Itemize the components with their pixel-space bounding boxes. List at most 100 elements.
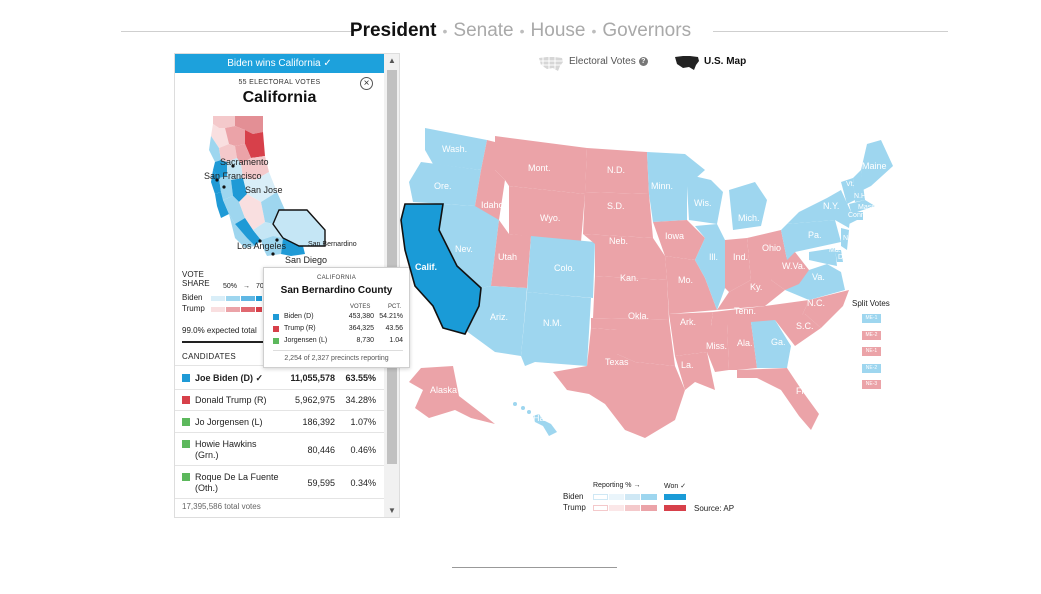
state-wis[interactable]	[685, 174, 723, 224]
county-shape[interactable]	[225, 126, 245, 146]
state-sd[interactable]	[583, 192, 653, 238]
state-vt[interactable]	[841, 178, 855, 204]
state-iowa[interactable]	[653, 220, 705, 260]
state-ri[interactable]	[857, 212, 863, 220]
county-shape[interactable]	[243, 172, 277, 202]
state-label-neb: Neb.	[609, 236, 629, 246]
state-mich[interactable]	[729, 182, 767, 230]
state-wva[interactable]	[771, 252, 809, 290]
hawaii-island[interactable]	[513, 402, 517, 406]
state-la[interactable]	[675, 352, 715, 390]
state-label-ark: Ark.	[680, 317, 697, 327]
state-mont[interactable]	[495, 136, 587, 194]
state-fla[interactable]	[737, 368, 819, 430]
state-nc[interactable]	[801, 290, 849, 328]
split-vote-box[interactable]: NE-3	[862, 380, 881, 389]
county-shape[interactable]	[223, 196, 245, 224]
state-ore[interactable]	[409, 162, 481, 206]
selected-county-san-bernardino[interactable]	[272, 209, 326, 247]
county-shape[interactable]	[235, 218, 261, 246]
state-utah[interactable]	[491, 220, 531, 288]
state-pa[interactable]	[781, 220, 841, 260]
state-ariz[interactable]	[465, 286, 527, 356]
county-shape[interactable]	[239, 194, 265, 230]
scroll-down-arrow-icon[interactable]: ▼	[388, 506, 396, 515]
state-kan[interactable]	[593, 276, 669, 320]
state-ala[interactable]	[727, 322, 757, 370]
county-shape[interactable]	[219, 144, 237, 162]
tooltip-votes: 453,380	[348, 313, 374, 320]
state-mo[interactable]	[665, 256, 717, 314]
state-wash[interactable]	[425, 128, 487, 170]
county-shape[interactable]	[235, 116, 263, 134]
county-shape[interactable]	[213, 116, 235, 128]
state-ny[interactable]	[787, 190, 851, 228]
split-vote-box[interactable]: ME-2	[862, 331, 881, 340]
total-votes: 17,395,586 total votes	[182, 502, 261, 511]
state-nev[interactable]	[439, 204, 499, 288]
state-neb[interactable]	[583, 234, 667, 280]
state-ill[interactable]	[695, 224, 725, 310]
state-wyo[interactable]	[509, 186, 585, 242]
county-shape[interactable]	[241, 156, 269, 180]
electoral-votes-map-icon[interactable]	[538, 55, 565, 73]
state-texas[interactable]	[553, 328, 685, 438]
state-ky[interactable]	[717, 280, 785, 310]
county-shape[interactable]	[213, 160, 227, 178]
state-minn[interactable]	[647, 152, 705, 222]
close-icon[interactable]: ×	[360, 77, 373, 90]
state-calif-selected[interactable]	[400, 203, 482, 335]
candidate-votes: 186,392	[302, 417, 335, 427]
state-alaska[interactable]	[409, 366, 495, 424]
state-nj[interactable]	[841, 228, 849, 250]
legend-biden-won	[664, 494, 686, 500]
us-map-icon[interactable]	[674, 54, 701, 72]
tab-president[interactable]: President	[349, 20, 437, 41]
state-mass[interactable]	[849, 200, 875, 212]
county-shape[interactable]	[253, 222, 273, 240]
state-md[interactable]	[809, 248, 837, 266]
state-sc[interactable]	[775, 314, 821, 346]
county-shape[interactable]	[227, 158, 243, 180]
county-shape[interactable]	[211, 124, 229, 148]
county-shape[interactable]	[245, 130, 265, 158]
state-label-vt: Vt.	[846, 181, 855, 188]
us-map-toggle[interactable]: U.S. Map	[704, 56, 747, 67]
split-vote-box[interactable]: NE-2	[862, 364, 881, 373]
county-shape[interactable]	[215, 192, 229, 218]
state-tenn[interactable]	[711, 300, 809, 326]
state-va[interactable]	[785, 264, 845, 300]
state-label-maine: Maine	[862, 161, 887, 171]
county-shape[interactable]	[211, 170, 221, 194]
tab-senate[interactable]: Senate	[453, 20, 514, 41]
county-shape[interactable]	[231, 178, 247, 202]
state-ohio[interactable]	[747, 230, 787, 280]
state-del[interactable]	[835, 250, 843, 262]
scroll-up-arrow-icon[interactable]: ▲	[388, 56, 396, 65]
state-ind[interactable]	[725, 238, 751, 292]
electoral-votes-toggle[interactable]: Electoral Votes?	[569, 56, 648, 67]
split-vote-box[interactable]: NE-1	[862, 347, 881, 356]
state-colo[interactable]	[527, 236, 595, 298]
state-label-calif: Calif.	[415, 262, 438, 272]
county-shape[interactable]	[209, 136, 221, 162]
county-shape[interactable]	[219, 176, 233, 200]
state-ga[interactable]	[751, 320, 791, 368]
state-idaho[interactable]	[471, 140, 505, 220]
state-hawaii[interactable]	[533, 414, 557, 436]
state-conn[interactable]	[849, 212, 857, 224]
tab-house[interactable]: House	[530, 20, 586, 41]
hawaii-island[interactable]	[527, 410, 531, 414]
state-nd[interactable]	[585, 148, 649, 194]
state-maine[interactable]	[861, 140, 893, 190]
state-nm[interactable]	[521, 292, 591, 366]
state-miss[interactable]	[707, 324, 729, 372]
state-label-ore: Ore.	[434, 181, 452, 191]
tab-governors[interactable]: Governors	[602, 20, 692, 41]
help-icon[interactable]: ?	[638, 57, 648, 66]
state-okla[interactable]	[591, 318, 675, 366]
county-shape[interactable]	[235, 144, 251, 164]
hawaii-island[interactable]	[521, 406, 525, 410]
state-ark[interactable]	[669, 312, 713, 356]
split-vote-box[interactable]: ME-1	[862, 314, 881, 323]
